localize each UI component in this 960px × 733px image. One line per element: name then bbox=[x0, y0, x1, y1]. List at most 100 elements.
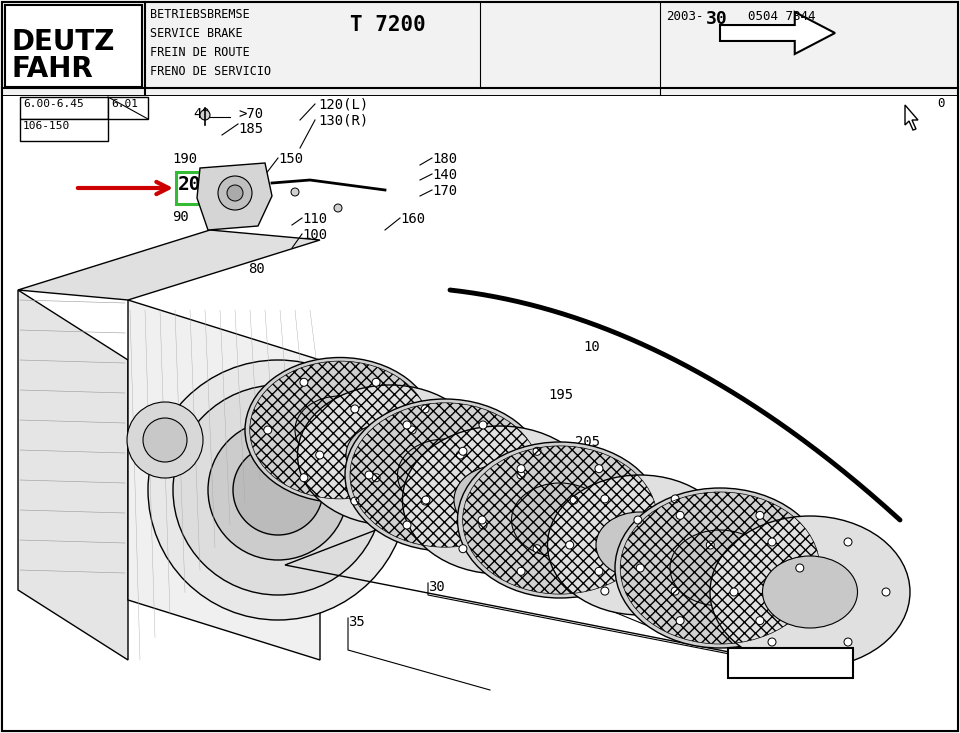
Circle shape bbox=[671, 587, 679, 595]
Text: 30: 30 bbox=[428, 580, 444, 594]
Text: 185: 185 bbox=[238, 122, 263, 136]
Text: 30: 30 bbox=[706, 10, 728, 28]
Ellipse shape bbox=[298, 385, 483, 525]
Circle shape bbox=[403, 521, 411, 529]
Ellipse shape bbox=[346, 422, 434, 488]
Text: 10: 10 bbox=[583, 340, 600, 354]
Text: 0: 0 bbox=[938, 97, 945, 110]
Circle shape bbox=[350, 497, 359, 505]
Bar bbox=[5, 5, 142, 87]
Text: 442 8554: 442 8554 bbox=[736, 652, 816, 670]
Text: FAHR: FAHR bbox=[12, 55, 94, 83]
Ellipse shape bbox=[596, 512, 684, 578]
Circle shape bbox=[676, 616, 684, 625]
Circle shape bbox=[300, 474, 308, 482]
Ellipse shape bbox=[670, 530, 770, 606]
Circle shape bbox=[844, 638, 852, 646]
Circle shape bbox=[478, 516, 486, 524]
Ellipse shape bbox=[710, 516, 910, 668]
Ellipse shape bbox=[615, 488, 825, 648]
Ellipse shape bbox=[547, 475, 732, 615]
Circle shape bbox=[200, 110, 210, 120]
Text: FRENO DE SERVICIO: FRENO DE SERVICIO bbox=[150, 65, 271, 78]
Circle shape bbox=[127, 402, 203, 478]
Circle shape bbox=[479, 421, 487, 429]
Circle shape bbox=[570, 496, 578, 504]
Circle shape bbox=[227, 185, 243, 201]
Text: 6.00-6.45: 6.00-6.45 bbox=[23, 99, 84, 109]
Text: 35: 35 bbox=[348, 615, 365, 629]
Circle shape bbox=[756, 616, 764, 625]
Ellipse shape bbox=[458, 442, 662, 598]
Text: 2003-: 2003- bbox=[666, 10, 704, 23]
Circle shape bbox=[372, 378, 380, 386]
Circle shape bbox=[218, 176, 252, 210]
Circle shape bbox=[403, 421, 411, 429]
Circle shape bbox=[408, 426, 417, 434]
Circle shape bbox=[707, 541, 714, 549]
Polygon shape bbox=[720, 12, 835, 54]
Bar bbox=[728, 648, 853, 678]
Text: T 7200: T 7200 bbox=[350, 15, 425, 35]
Circle shape bbox=[671, 495, 679, 503]
Bar bbox=[108, 97, 148, 119]
Text: FREIN DE ROUTE: FREIN DE ROUTE bbox=[150, 46, 250, 59]
Text: 195: 195 bbox=[548, 388, 573, 402]
Text: 140: 140 bbox=[432, 168, 457, 182]
Ellipse shape bbox=[762, 556, 857, 628]
Circle shape bbox=[768, 638, 776, 646]
Circle shape bbox=[479, 521, 487, 529]
Ellipse shape bbox=[402, 426, 597, 574]
Bar bbox=[176, 172, 210, 204]
Text: 205: 205 bbox=[575, 435, 600, 449]
Text: 150: 150 bbox=[278, 152, 303, 166]
Text: 130(R): 130(R) bbox=[318, 114, 369, 128]
Circle shape bbox=[517, 465, 525, 473]
Text: 40: 40 bbox=[193, 107, 209, 121]
Circle shape bbox=[421, 497, 429, 505]
Circle shape bbox=[595, 465, 603, 473]
Circle shape bbox=[676, 512, 684, 520]
Bar bbox=[20, 97, 108, 119]
Ellipse shape bbox=[345, 399, 545, 551]
Text: 170: 170 bbox=[432, 184, 457, 198]
Polygon shape bbox=[197, 163, 272, 230]
Text: BETRIEBSBREMSE: BETRIEBSBREMSE bbox=[150, 8, 250, 21]
Circle shape bbox=[533, 545, 541, 553]
Circle shape bbox=[636, 564, 644, 572]
Circle shape bbox=[421, 405, 429, 413]
Circle shape bbox=[730, 588, 738, 596]
Text: >70: >70 bbox=[238, 107, 263, 121]
Circle shape bbox=[517, 567, 525, 575]
Circle shape bbox=[350, 405, 359, 413]
Text: 80: 80 bbox=[248, 262, 265, 276]
Circle shape bbox=[459, 545, 467, 553]
Text: 90: 90 bbox=[172, 210, 189, 224]
Circle shape bbox=[365, 471, 373, 479]
Circle shape bbox=[844, 538, 852, 546]
Polygon shape bbox=[905, 105, 918, 130]
Text: 6.01: 6.01 bbox=[111, 99, 138, 109]
Text: DEUTZ: DEUTZ bbox=[12, 28, 115, 56]
Circle shape bbox=[372, 474, 380, 482]
Circle shape bbox=[421, 496, 430, 504]
Circle shape bbox=[264, 426, 272, 434]
Circle shape bbox=[768, 538, 776, 546]
Circle shape bbox=[601, 587, 609, 595]
Text: 200: 200 bbox=[490, 425, 516, 439]
Circle shape bbox=[173, 385, 383, 595]
Ellipse shape bbox=[454, 465, 546, 535]
Polygon shape bbox=[128, 300, 320, 660]
Text: 20: 20 bbox=[178, 175, 202, 194]
Circle shape bbox=[456, 451, 465, 459]
Circle shape bbox=[300, 378, 308, 386]
Text: 190: 190 bbox=[172, 152, 197, 166]
Circle shape bbox=[565, 541, 574, 549]
Circle shape bbox=[291, 188, 299, 196]
Circle shape bbox=[601, 495, 609, 503]
Circle shape bbox=[334, 204, 342, 212]
Circle shape bbox=[595, 567, 603, 575]
Circle shape bbox=[533, 447, 541, 455]
Polygon shape bbox=[18, 290, 128, 660]
Circle shape bbox=[316, 451, 324, 459]
